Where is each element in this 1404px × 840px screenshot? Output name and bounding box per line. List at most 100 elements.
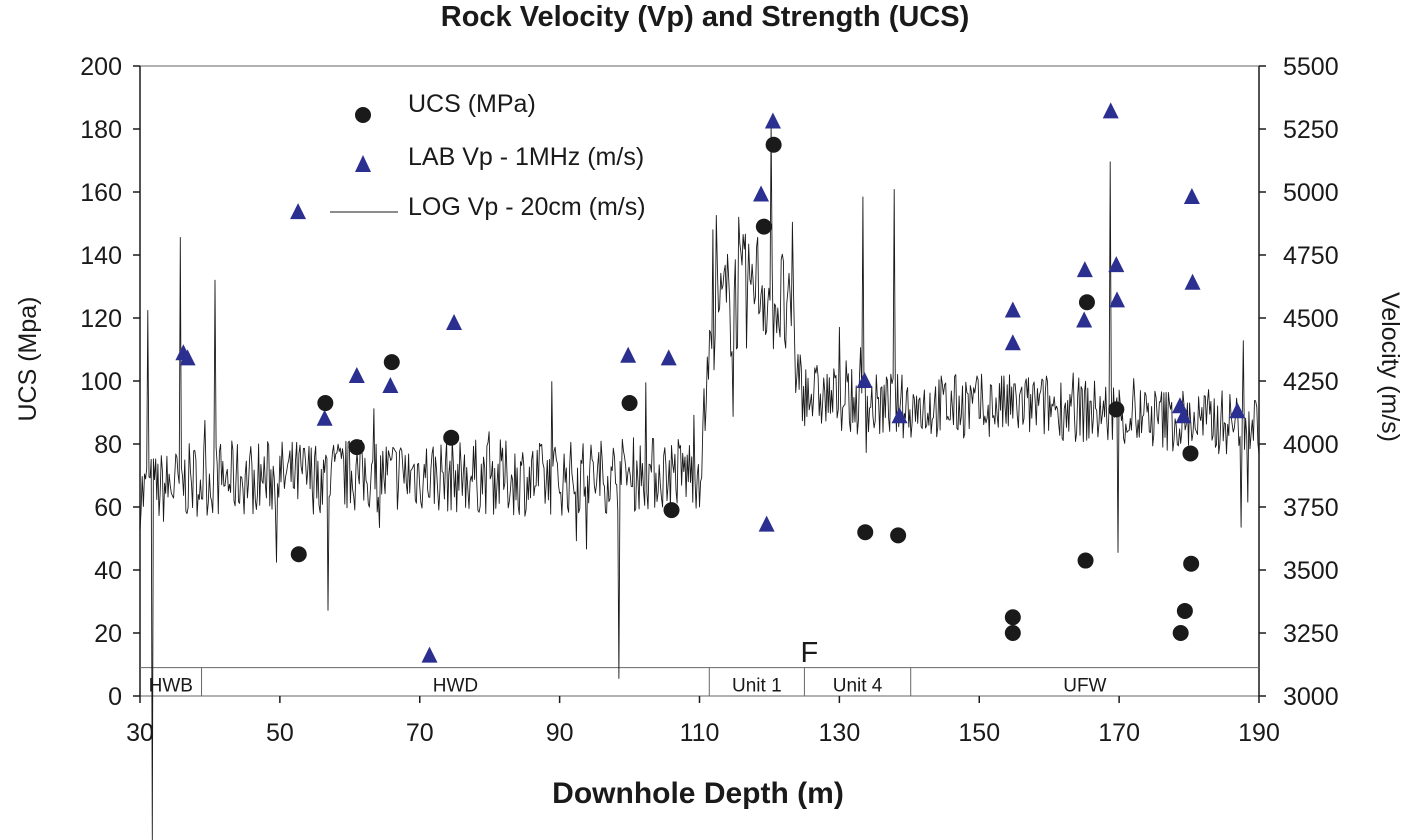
y-right-tick-label: 3750	[1283, 494, 1339, 522]
left-axis-label: UCS (Mpa)	[14, 296, 42, 421]
ucs-point	[1108, 401, 1125, 418]
ucs-point	[383, 354, 400, 371]
x-tick-label: 90	[546, 719, 574, 747]
y-left-tick-label: 120	[80, 305, 122, 333]
legend-lab-label: LAB Vp - 1MHz (m/s)	[408, 143, 644, 171]
y-left-tick-label: 0	[108, 683, 122, 711]
log-vp-line	[139, 123, 1260, 840]
y-left-tick-label: 60	[94, 494, 122, 522]
ucs-point	[348, 439, 365, 456]
lab-vp-point	[316, 409, 333, 426]
y-left-tick-label: 140	[80, 242, 122, 270]
ucs-point	[1182, 445, 1199, 462]
y-right-tick-label: 4750	[1283, 242, 1339, 270]
lab-vp-point	[382, 377, 399, 394]
x-axis-ticks: 30 50 70 90 110 130 150 170 190	[126, 696, 1280, 747]
lab-vp-point	[856, 372, 873, 388]
y-left-tick-label: 160	[80, 179, 122, 207]
ucs-point	[755, 218, 772, 235]
y-right-tick-label: 3000	[1283, 683, 1339, 711]
y-left-tick-label: 200	[80, 53, 122, 81]
lab-vp-point	[1171, 397, 1188, 414]
lab-vp-point	[179, 349, 196, 366]
lab-vp-point	[1184, 273, 1201, 290]
lab-vp-point	[1183, 188, 1200, 205]
ucs-point	[1004, 625, 1021, 641]
unit-label: HWB	[149, 676, 193, 697]
left-axis-ticks: 0 20 40 60 80 100 120 140 160 180 200	[80, 53, 140, 711]
lab-vp-point	[446, 314, 463, 331]
lab-vp-point	[891, 407, 908, 424]
ucs-point	[1183, 555, 1200, 572]
y-right-tick-label: 4250	[1283, 368, 1339, 396]
x-tick-label: 70	[406, 719, 434, 747]
legend-log-label: LOG Vp - 20cm (m/s)	[408, 193, 646, 221]
lab-vp-point	[1229, 402, 1246, 419]
legend: UCS (MPa) LAB Vp - 1MHz (m/s) LOG Vp - 2…	[330, 90, 646, 221]
ucs-point	[1078, 294, 1095, 311]
lab-vp-point	[1109, 291, 1126, 308]
legend-ucs-marker	[355, 107, 371, 123]
unit-label: UFW	[1063, 676, 1106, 697]
lab-vp-point	[1175, 407, 1192, 424]
lab-vp-point	[758, 515, 775, 532]
ucs-point	[317, 395, 334, 412]
lab-vp-point	[1102, 102, 1119, 119]
y-left-tick-label: 100	[80, 368, 122, 396]
ucs-series	[290, 136, 1200, 641]
log-vp-series	[139, 123, 1260, 840]
lab-vp-point	[753, 185, 770, 202]
lab-vp-point	[660, 349, 677, 366]
ucs-point	[663, 502, 680, 519]
x-tick-label: 130	[819, 719, 861, 747]
ucs-point	[1077, 552, 1094, 569]
ucs-point	[1176, 602, 1193, 619]
lab-vp-point	[421, 646, 438, 663]
unit-label: Unit 4	[833, 676, 883, 697]
plot-area	[139, 65, 1260, 697]
lab-vp-point	[1004, 334, 1021, 351]
lab-vp-point	[1108, 256, 1125, 273]
x-tick-label: 30	[126, 719, 154, 747]
lab-vp-series	[175, 102, 1246, 663]
unit-label: Unit 1	[732, 676, 782, 697]
y-left-tick-label: 20	[94, 620, 122, 648]
y-left-tick-label: 40	[94, 557, 122, 585]
x-tick-label: 190	[1238, 719, 1280, 747]
ucs-point	[290, 546, 307, 563]
lab-vp-point	[764, 112, 781, 129]
ucs-point	[443, 429, 460, 446]
x-axis-label: Downhole Depth (m)	[552, 777, 844, 810]
chart-title: Rock Velocity (Vp) and Strength (UCS)	[441, 1, 970, 33]
y-left-tick-label: 80	[94, 431, 122, 459]
lab-vp-point	[1076, 311, 1093, 328]
y-right-tick-label: 4500	[1283, 305, 1339, 333]
ucs-point	[1004, 609, 1021, 626]
unit-label: HWD	[433, 676, 478, 697]
ucs-point	[621, 395, 638, 412]
y-right-tick-label: 3250	[1283, 620, 1339, 648]
x-tick-label: 110	[680, 719, 720, 747]
lab-vp-point	[290, 203, 307, 220]
right-axis-ticks: 3000 3250 3500 3750 4000 4250 4500 4750 5000 5250…	[1259, 53, 1339, 711]
right-axis-label: Velocity (m/s)	[1376, 292, 1404, 442]
ucs-point	[890, 527, 907, 544]
legend-ucs-label: UCS (MPa)	[408, 90, 536, 118]
y-left-tick-label: 180	[80, 116, 122, 144]
ucs-point	[765, 136, 782, 153]
y-right-tick-label: 5250	[1283, 116, 1339, 144]
x-tick-label: 170	[1098, 719, 1140, 747]
legend-lab-marker	[355, 155, 371, 172]
y-right-tick-label: 5500	[1283, 53, 1339, 81]
x-tick-label: 150	[958, 719, 1000, 747]
lab-vp-point	[620, 346, 637, 363]
fault-annotation: F	[801, 637, 819, 669]
y-right-tick-label: 5000	[1283, 179, 1339, 207]
lab-vp-point	[348, 366, 365, 383]
y-right-tick-label: 4000	[1283, 431, 1339, 459]
unit-bar: HWB HWD Unit 1 Unit 4 UFW	[140, 667, 1259, 697]
lab-vp-point	[1004, 301, 1021, 318]
ucs-point	[857, 524, 874, 541]
y-right-tick-label: 3500	[1283, 557, 1339, 585]
